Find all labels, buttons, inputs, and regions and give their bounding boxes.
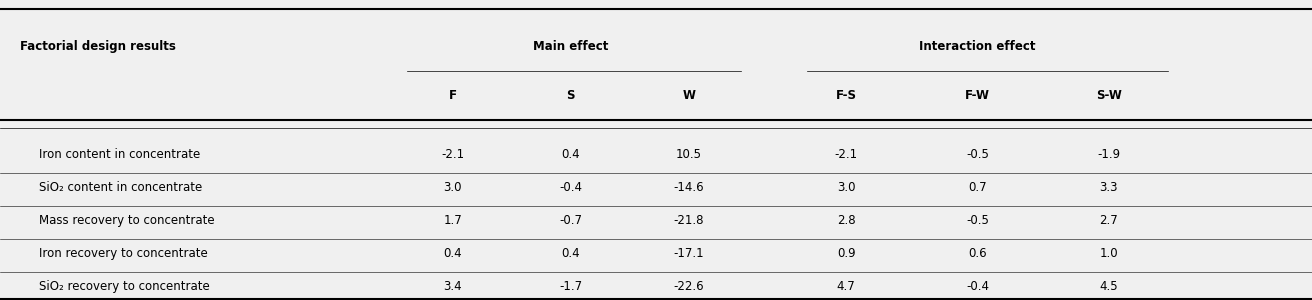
Text: 2.8: 2.8 (837, 214, 855, 227)
Text: -21.8: -21.8 (673, 214, 705, 227)
Text: SiO₂ recovery to concentrate: SiO₂ recovery to concentrate (39, 280, 210, 293)
Text: 2.7: 2.7 (1099, 214, 1118, 227)
Text: F-W: F-W (964, 89, 991, 103)
Text: -1.7: -1.7 (559, 280, 583, 293)
Text: Iron recovery to concentrate: Iron recovery to concentrate (39, 247, 209, 260)
Text: 1.7: 1.7 (443, 214, 462, 227)
Text: 0.6: 0.6 (968, 247, 987, 260)
Text: SiO₂ content in concentrate: SiO₂ content in concentrate (39, 181, 202, 194)
Text: 3.4: 3.4 (443, 280, 462, 293)
Text: -2.1: -2.1 (441, 148, 464, 161)
Text: -1.9: -1.9 (1097, 148, 1120, 161)
Text: -14.6: -14.6 (673, 181, 705, 194)
Text: 1.0: 1.0 (1099, 247, 1118, 260)
Text: 0.4: 0.4 (443, 247, 462, 260)
Text: S-W: S-W (1096, 89, 1122, 103)
Text: -0.4: -0.4 (559, 181, 583, 194)
Text: Mass recovery to concentrate: Mass recovery to concentrate (39, 214, 215, 227)
Text: 4.5: 4.5 (1099, 280, 1118, 293)
Text: -0.4: -0.4 (966, 280, 989, 293)
Text: W: W (682, 89, 695, 103)
Text: -2.1: -2.1 (834, 148, 858, 161)
Text: 0.9: 0.9 (837, 247, 855, 260)
Text: Iron content in concentrate: Iron content in concentrate (39, 148, 201, 161)
Text: -22.6: -22.6 (673, 280, 705, 293)
Text: Interaction effect: Interaction effect (920, 40, 1035, 53)
Text: -0.5: -0.5 (966, 214, 989, 227)
Text: 0.4: 0.4 (562, 247, 580, 260)
Text: 3.0: 3.0 (837, 181, 855, 194)
Text: 3.3: 3.3 (1099, 181, 1118, 194)
Text: 3.0: 3.0 (443, 181, 462, 194)
Text: -0.5: -0.5 (966, 148, 989, 161)
Text: 4.7: 4.7 (837, 280, 855, 293)
Text: F-S: F-S (836, 89, 857, 103)
Text: Factorial design results: Factorial design results (20, 40, 176, 53)
Text: 0.7: 0.7 (968, 181, 987, 194)
Text: F: F (449, 89, 457, 103)
Text: 0.4: 0.4 (562, 148, 580, 161)
Text: Main effect: Main effect (533, 40, 609, 53)
Text: S: S (567, 89, 575, 103)
Text: -17.1: -17.1 (673, 247, 705, 260)
Text: 10.5: 10.5 (676, 148, 702, 161)
Text: -0.7: -0.7 (559, 214, 583, 227)
